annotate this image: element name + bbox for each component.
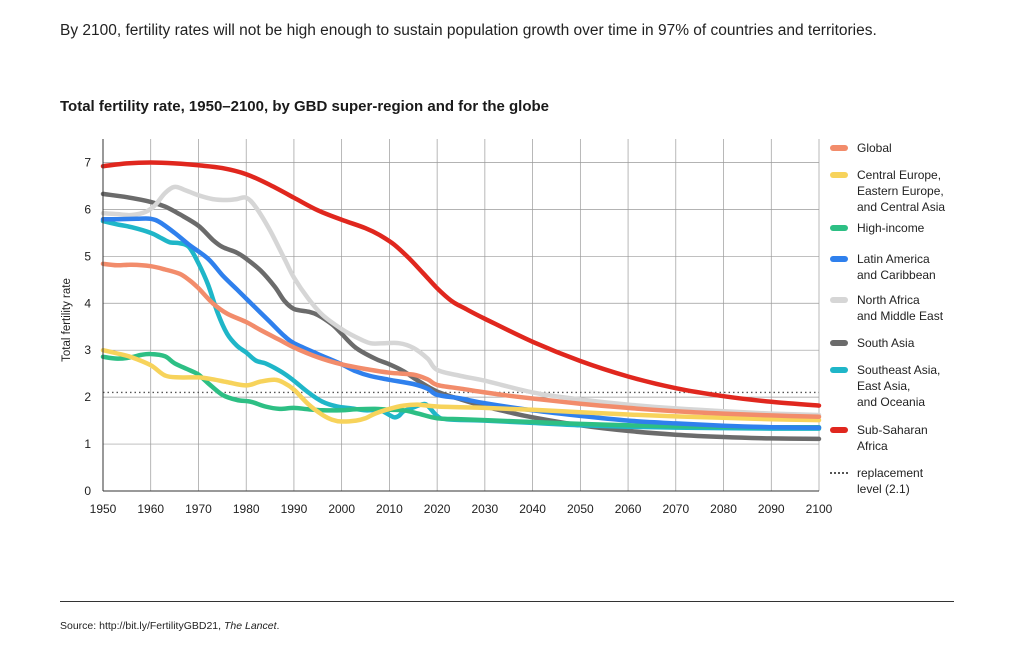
series-line-global	[100, 261, 822, 420]
legend-item-southeast-asia-east-asia-and-oceania: Southeast Asia, East Asia, and Oceania	[830, 362, 940, 410]
y-tick-label: 7	[84, 155, 91, 169]
x-tick-label: 1950	[90, 502, 117, 516]
source-journal: The Lancet	[223, 620, 277, 632]
source-prefix: Source: http://bit.ly/FertilityGBD21,	[60, 620, 224, 632]
legend-label: Latin America and Caribbean	[857, 252, 936, 282]
x-tick-label: 2070	[662, 502, 689, 516]
source-note: Source: http://bit.ly/FertilityGBD21, Th…	[60, 620, 279, 632]
legend-item-replacement-level-2-1: replacement level (2.1)	[830, 465, 923, 497]
x-tick-label: 2040	[519, 502, 546, 516]
footer-divider	[60, 601, 954, 602]
y-tick-label: 6	[84, 202, 91, 216]
y-axis-label: Total fertility rate	[61, 278, 73, 362]
source-suffix: .	[276, 620, 280, 632]
legend-label: Global	[857, 141, 892, 155]
legend-label: Central Europe, Eastern Europe, and Cent…	[857, 168, 946, 214]
legend-swatch	[830, 145, 848, 151]
y-tick-label: 0	[84, 484, 91, 498]
x-tick-label: 2010	[376, 502, 403, 516]
x-tick-label: 2000	[328, 502, 355, 516]
legend-item-central-europe-eastern-europe-and-central-asia: Central Europe, Eastern Europe, and Cent…	[830, 167, 945, 215]
x-tick-label: 2050	[567, 502, 594, 516]
legend-item-south-asia: South Asia	[830, 335, 914, 351]
series-line-central-europe-eastern-europe-and-central-asia	[100, 347, 822, 424]
y-tick-label: 2	[84, 390, 91, 404]
y-tick-label: 5	[84, 249, 91, 263]
legend-item-high-income: High-income	[830, 220, 924, 236]
x-tick-label: 2100	[806, 502, 833, 516]
legend-item-sub-saharan-africa: Sub-Saharan Africa	[830, 422, 928, 454]
legend-swatch	[830, 225, 848, 231]
x-tick-label: 1970	[185, 502, 212, 516]
legend-item-latin-america-and-caribbean: Latin America and Caribbean	[830, 251, 936, 283]
series-lines	[100, 160, 822, 442]
x-tick-label: 2090	[758, 502, 785, 516]
axes: 1950 1960 1970 1980 1990 2000 2010 2020 2030 2040…	[61, 139, 833, 516]
x-tick-label: 2080	[710, 502, 737, 516]
legend-swatch	[830, 340, 848, 346]
x-tick-label: 2060	[615, 502, 642, 516]
legend-swatch	[830, 256, 848, 262]
legend-swatch	[830, 367, 848, 373]
legend-swatch	[830, 427, 848, 433]
x-tick-label: 1990	[281, 502, 308, 516]
legend-item-north-africa-and-middle-east: North Africa and Middle East	[830, 292, 943, 324]
legend-label: South Asia	[857, 336, 915, 350]
x-tick-label: 2020	[424, 502, 451, 516]
legend-label: replacement level (2.1)	[857, 466, 924, 496]
y-tick-label: 4	[84, 296, 91, 310]
legend-label: Southeast Asia, East Asia, and Oceania	[857, 363, 941, 409]
x-tick-label: 1980	[233, 502, 260, 516]
x-tick-label: 1960	[137, 502, 164, 516]
legend-swatch	[830, 472, 848, 474]
headline: By 2100, fertility rates will not be hig…	[60, 22, 877, 39]
legend-item-global: Global	[830, 140, 892, 156]
series-line-south-asia	[100, 191, 822, 442]
y-tick-label: 1	[84, 437, 91, 451]
y-tick-label: 3	[84, 343, 91, 357]
series-line-sub-saharan-africa	[100, 160, 822, 408]
legend-label: North Africa and Middle East	[857, 293, 944, 323]
legend-label: High-income	[857, 221, 925, 235]
legend-label: Sub-Saharan Africa	[857, 423, 928, 453]
legend-swatch	[830, 297, 848, 303]
chart-title: Total fertility rate, 1950–2100, by GBD …	[60, 98, 550, 115]
legend-swatch	[830, 172, 848, 178]
series-line-north-africa-and-middle-east	[100, 184, 822, 418]
x-tick-label: 2030	[472, 502, 499, 516]
